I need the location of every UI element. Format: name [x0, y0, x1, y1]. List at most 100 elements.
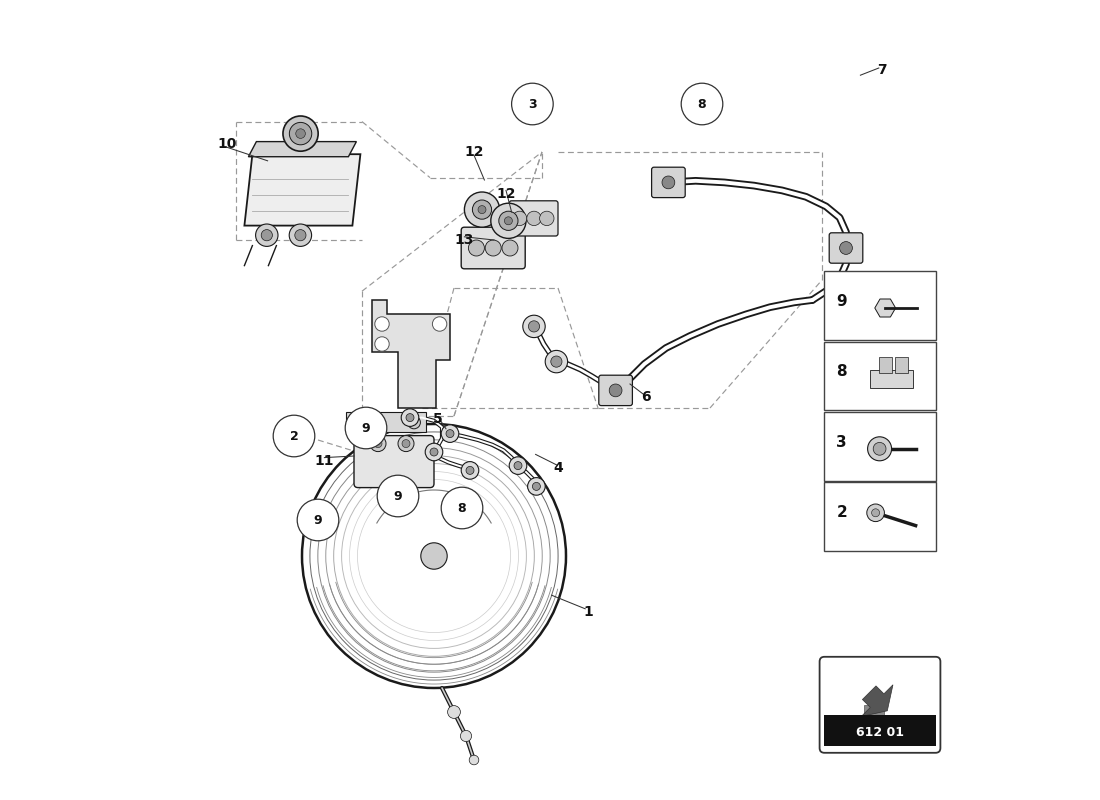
Circle shape [448, 706, 461, 718]
Circle shape [398, 435, 414, 451]
Circle shape [513, 211, 527, 226]
Circle shape [871, 509, 880, 517]
FancyBboxPatch shape [879, 357, 892, 373]
Circle shape [289, 122, 311, 145]
Circle shape [509, 457, 527, 474]
Circle shape [546, 350, 568, 373]
Circle shape [352, 416, 364, 429]
Circle shape [609, 384, 622, 397]
Text: 8: 8 [458, 502, 466, 514]
Circle shape [491, 203, 526, 238]
Circle shape [374, 440, 382, 448]
FancyBboxPatch shape [824, 482, 936, 551]
Polygon shape [861, 685, 893, 717]
Circle shape [662, 176, 674, 189]
Circle shape [377, 475, 419, 517]
FancyBboxPatch shape [598, 375, 632, 406]
Circle shape [681, 83, 723, 125]
Text: 6: 6 [641, 390, 651, 404]
Polygon shape [244, 154, 361, 226]
Text: 7: 7 [877, 63, 887, 78]
Text: 3: 3 [528, 98, 537, 110]
Circle shape [345, 407, 387, 449]
FancyBboxPatch shape [829, 233, 862, 263]
Text: 10: 10 [217, 137, 236, 151]
Circle shape [402, 409, 419, 426]
Circle shape [528, 321, 540, 332]
Circle shape [528, 478, 546, 495]
Text: 3: 3 [836, 435, 847, 450]
Text: 1: 1 [583, 605, 593, 619]
Circle shape [273, 415, 315, 457]
Text: 12: 12 [496, 186, 516, 201]
Circle shape [296, 129, 306, 138]
Circle shape [470, 755, 478, 765]
FancyBboxPatch shape [509, 201, 558, 236]
Circle shape [402, 440, 410, 448]
Circle shape [261, 230, 273, 241]
Circle shape [283, 116, 318, 151]
Circle shape [375, 317, 389, 331]
Text: 9: 9 [394, 490, 403, 502]
Circle shape [464, 192, 499, 227]
FancyBboxPatch shape [870, 370, 913, 388]
Circle shape [839, 242, 853, 254]
Circle shape [406, 414, 414, 422]
Polygon shape [346, 412, 426, 432]
Circle shape [472, 200, 492, 219]
Circle shape [527, 211, 541, 226]
Circle shape [466, 466, 474, 474]
FancyBboxPatch shape [461, 227, 525, 269]
Circle shape [295, 230, 306, 241]
Polygon shape [874, 299, 895, 317]
FancyBboxPatch shape [894, 357, 908, 373]
Text: 11: 11 [315, 454, 334, 468]
Circle shape [867, 504, 884, 522]
FancyBboxPatch shape [824, 271, 936, 340]
Circle shape [514, 462, 522, 470]
Circle shape [441, 425, 459, 442]
Circle shape [868, 437, 892, 461]
FancyBboxPatch shape [651, 167, 685, 198]
Polygon shape [249, 142, 356, 157]
Text: 9: 9 [362, 422, 371, 434]
Text: 13: 13 [454, 233, 474, 247]
Circle shape [289, 224, 311, 246]
Circle shape [441, 487, 483, 529]
Circle shape [551, 356, 562, 367]
Circle shape [426, 443, 443, 461]
Text: 2: 2 [289, 430, 298, 442]
Circle shape [255, 224, 278, 246]
Polygon shape [864, 705, 883, 717]
Circle shape [873, 442, 886, 455]
Text: 8: 8 [697, 98, 706, 110]
Text: 12: 12 [464, 145, 484, 159]
Polygon shape [373, 300, 450, 408]
Circle shape [469, 240, 484, 256]
Circle shape [540, 211, 554, 226]
Circle shape [421, 542, 448, 570]
Text: 4: 4 [553, 461, 563, 475]
FancyBboxPatch shape [824, 412, 936, 481]
FancyBboxPatch shape [824, 342, 936, 410]
Circle shape [485, 240, 502, 256]
Text: 612 01: 612 01 [856, 726, 904, 739]
Circle shape [512, 83, 553, 125]
Text: 9: 9 [314, 514, 322, 526]
Circle shape [432, 317, 447, 331]
Circle shape [375, 337, 389, 351]
Circle shape [430, 448, 438, 456]
Circle shape [502, 240, 518, 256]
FancyBboxPatch shape [354, 435, 434, 488]
FancyBboxPatch shape [824, 714, 936, 746]
Text: 2: 2 [836, 506, 847, 520]
Circle shape [461, 730, 472, 742]
Circle shape [505, 217, 513, 225]
Circle shape [532, 482, 540, 490]
Circle shape [522, 315, 546, 338]
Circle shape [408, 416, 420, 429]
Circle shape [297, 499, 339, 541]
Circle shape [498, 211, 518, 230]
Circle shape [446, 430, 454, 438]
Circle shape [478, 206, 486, 214]
